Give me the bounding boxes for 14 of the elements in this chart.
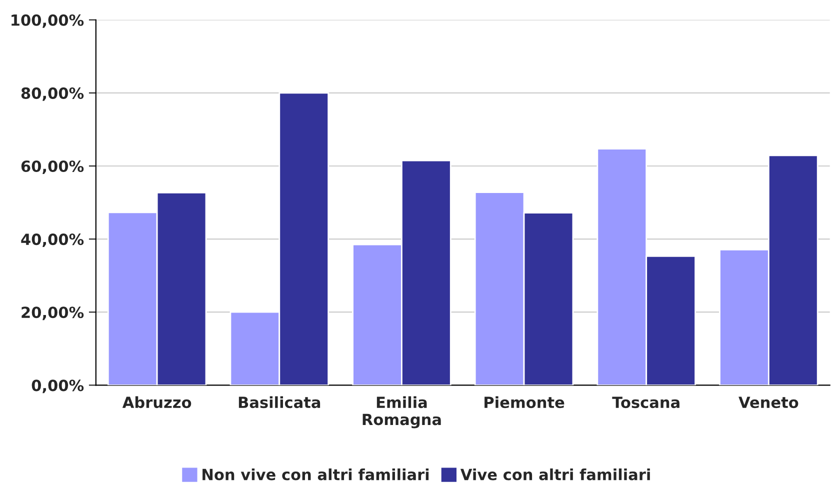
y-tick-label: 20,00%: [22, 306, 84, 320]
y-tick-label: 100,00%: [12, 14, 84, 28]
legend-label: Non vive con altri familiari: [202, 468, 429, 480]
y-tick-label: 80,00%: [21, 87, 84, 101]
x-tick-label: Toscana: [612, 396, 680, 408]
y-tick-label: 0,00%: [32, 380, 84, 394]
x-tick-label: Emilia Romagna: [362, 396, 441, 428]
y-tick-label: 60,00%: [21, 160, 84, 174]
x-tick-label: Abruzzo: [122, 396, 192, 408]
legend-label: Vive con altri familiari: [460, 468, 650, 480]
y-tick-label: 40,00%: [21, 234, 84, 248]
x-tick-label: Piemonte: [484, 396, 564, 408]
x-tick-label: Veneto: [738, 396, 798, 408]
x-tick-label: Basilicata: [238, 396, 320, 408]
